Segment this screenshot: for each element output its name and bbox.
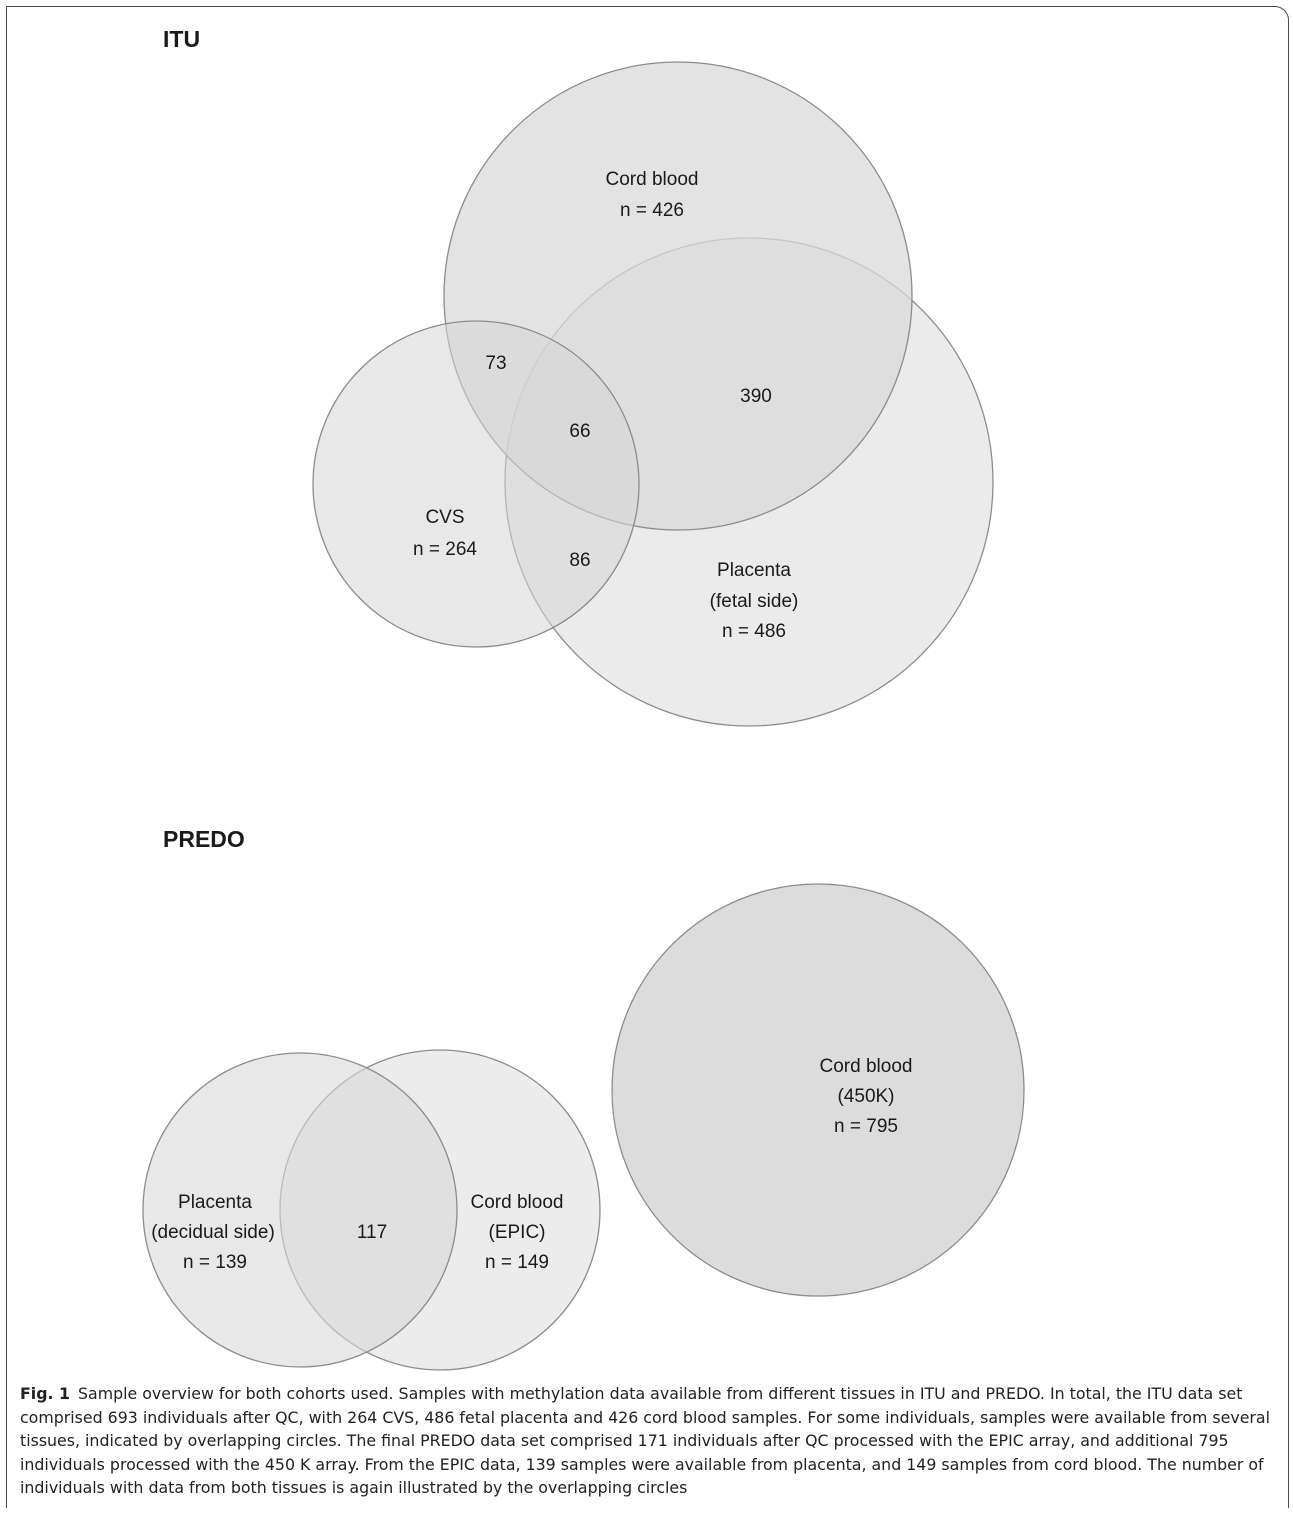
itu-overlap-cvs-cord: 73 [485, 353, 506, 374]
predo-label-placenta: Placenta [178, 1192, 252, 1213]
predo-label-cord-epic-array: (EPIC) [489, 1222, 546, 1243]
itu-overlap-cvs-placenta: 86 [569, 550, 590, 571]
figure-caption: Fig. 1 Sample overview for both cohorts u… [20, 1382, 1275, 1500]
itu-label-cvs: CVS [425, 507, 464, 528]
predo-overlap-placenta-cord: 117 [357, 1222, 387, 1243]
itu-overlap-cord-placenta: 390 [740, 386, 772, 407]
predo-label-cord-epic: Cord blood [471, 1192, 564, 1213]
itu-label-placenta-side: (fetal side) [710, 591, 799, 612]
itu-n-cord-blood: n = 426 [620, 200, 684, 221]
itu-overlap-all-three: 66 [569, 421, 590, 442]
caption-figure-number: Fig. 1 [20, 1384, 71, 1403]
venn-diagrams: Cord blood n = 426 73 66 390 86 CVS n = … [142, 61, 1025, 1371]
predo-circle-placenta-decidual [142, 1052, 458, 1368]
itu-circle-cvs [312, 320, 640, 648]
predo-panel-title: PREDO [163, 826, 245, 852]
itu-label-placenta: Placenta [717, 560, 791, 581]
predo-n-placenta: n = 139 [183, 1252, 247, 1273]
figure-frame [6, 6, 1289, 1522]
predo-label-cord-450k: Cord blood [820, 1056, 913, 1077]
itu-panel-title: ITU [163, 26, 201, 52]
predo-label-cord-450k-array: (450K) [837, 1086, 894, 1107]
predo-label-placenta-side: (decidual side) [151, 1222, 275, 1243]
itu-n-placenta: n = 486 [722, 621, 786, 642]
itu-n-cvs: n = 264 [413, 539, 477, 560]
predo-n-cord-epic: n = 149 [485, 1252, 549, 1273]
predo-n-cord-450k: n = 795 [834, 1116, 898, 1137]
itu-label-cord-blood: Cord blood [606, 169, 699, 190]
caption-text: Sample overview for both cohorts used. S… [20, 1384, 1270, 1497]
predo-circle-cord-blood-450k [611, 883, 1025, 1297]
